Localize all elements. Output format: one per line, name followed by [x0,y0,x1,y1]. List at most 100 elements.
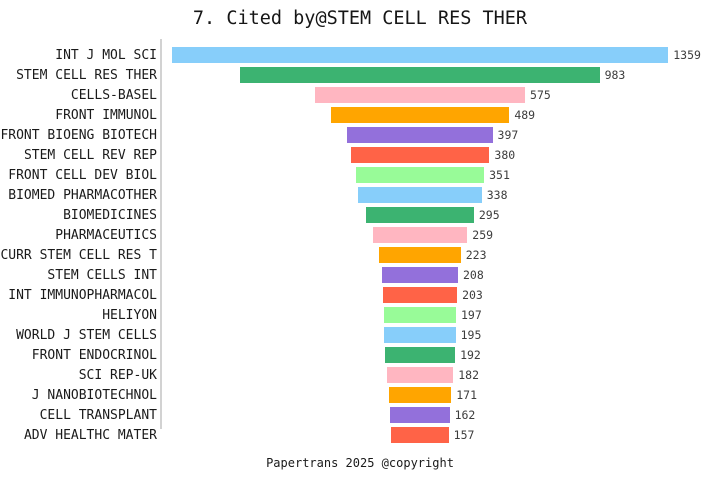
chart-row: CELL TRANSPLANT 162 [0,405,720,425]
category-label: INT IMMUNOPHARMACOL [8,287,157,303]
bar-area: 223 [162,245,720,265]
category-label: FRONT CELL DEV BIOL [8,167,157,183]
chart-row: BIOMEDICINES 295 [0,205,720,225]
chart-row: WORLD J STEM CELLS 195 [0,325,720,345]
chart-row: PHARMACEUTICS 259 [0,225,720,245]
bar-value-label: 338 [486,188,508,202]
chart-row: CURR STEM CELL RES T 223 [0,245,720,265]
bar-value-label: 380 [494,148,516,162]
chart-rows: INT J MOL SCI 1359 STEM CELL RES THER 983 CE… [0,45,720,445]
chart-row: FRONT IMMUNOL 489 [0,105,720,125]
chart-row: STEM CELL REV REP 380 [0,145,720,165]
chart-row: FRONT ENDOCRINOL 192 [0,345,720,365]
bar-area: 171 [162,385,720,405]
bar-area: 295 [162,205,720,225]
bar-value-label: 203 [462,288,483,302]
chart-row: BIOMED PHARMACOTHER 338 [0,185,720,205]
bar [382,267,458,283]
bar-value-label: 397 [497,128,519,142]
chart-row: INT IMMUNOPHARMACOL 203 [0,285,720,305]
bar-value-label: 1359 [673,48,701,62]
category-label: CELLS-BASEL [70,87,157,103]
chart-row: J NANOBIOTECHNOL 171 [0,385,720,405]
bar-area: 192 [162,345,720,365]
category-label: FRONT ENDOCRINOL [31,347,157,363]
bar [358,187,482,203]
bar-area: 157 [162,425,720,445]
category-label: WORLD J STEM CELLS [16,327,157,343]
chart-row: INT J MOL SCI 1359 [0,45,720,65]
bar [379,247,461,263]
bar-area: 380 [162,145,720,165]
bar-value-label: 259 [472,228,494,242]
bar [386,367,454,383]
category-label: J NANOBIOTECHNOL [31,387,157,403]
bar-area: 197 [162,305,720,325]
bar-area: 203 [162,285,720,305]
bar [171,47,669,63]
bar [355,167,485,183]
bar-value-label: 983 [604,68,626,82]
bar-area: 208 [162,265,720,285]
category-label: STEM CELL RES THER [16,67,157,83]
bar [366,207,474,223]
copyright-footer: Papertrans 2025 @copyright [266,456,454,470]
category-label: STEM CELLS INT [47,267,157,283]
category-label: CELL TRANSPLANT [39,407,157,423]
category-label: FRONT BIOENG BIOTECH [0,127,157,143]
bar [372,227,468,243]
bar-area: 259 [162,225,720,245]
bar-area: 983 [162,65,720,85]
bar [350,147,490,163]
chart-row: FRONT BIOENG BIOTECH 397 [0,125,720,145]
bar [390,407,450,423]
bar [314,87,526,103]
bar-value-label: 208 [462,268,484,282]
bar-value-label: 575 [530,88,551,102]
chart-row: CELLS-BASEL 575 [0,85,720,105]
chart-row: STEM CELLS INT 208 [0,265,720,285]
category-label: INT J MOL SCI [55,47,157,63]
bar-value-label: 223 [465,248,487,262]
category-axis-line [160,39,162,429]
category-label: BIOMEDICINES [63,207,157,223]
chart-title: 7. Cited by@STEM CELL RES THER [192,8,528,29]
bar-value-label: 197 [460,308,482,322]
bar [388,387,452,403]
bar [384,347,456,363]
bar [347,127,493,143]
bar [240,67,600,83]
category-label: STEM CELL REV REP [23,147,157,163]
bar-area: 1359 [162,45,720,65]
bar-value-label: 295 [478,208,500,222]
category-label: PHARMACEUTICS [55,227,157,243]
bar [384,327,456,343]
category-label: HELIYON [102,307,157,323]
chart-row: FRONT CELL DEV BIOL 351 [0,165,720,185]
bar [391,427,449,443]
category-label: ADV HEALTHC MATER [23,427,157,443]
category-label: BIOMED PHARMACOTHER [8,187,157,203]
bar-value-label: 192 [460,348,481,362]
bar [382,287,458,303]
category-label: SCI REP-UK [78,367,157,383]
bar-area: 162 [162,405,720,425]
bar-area: 182 [162,365,720,385]
bar-area: 397 [162,125,720,145]
bar-value-label: 157 [453,428,475,442]
bar-value-label: 182 [458,368,480,382]
chart-row: STEM CELL RES THER 983 [0,65,720,85]
bar-area: 195 [162,325,720,345]
bar-value-label: 489 [514,108,536,122]
bar-value-label: 171 [456,388,478,402]
bar [384,307,456,323]
chart-row: SCI REP-UK 182 [0,365,720,385]
bar [330,107,510,123]
chart-row: ADV HEALTHC MATER 157 [0,425,720,445]
bar-area: 338 [162,185,720,205]
bar-area: 351 [162,165,720,185]
bar-value-label: 195 [460,328,482,342]
chart-row: HELIYON 197 [0,305,720,325]
category-label: CURR STEM CELL RES T [0,247,157,263]
